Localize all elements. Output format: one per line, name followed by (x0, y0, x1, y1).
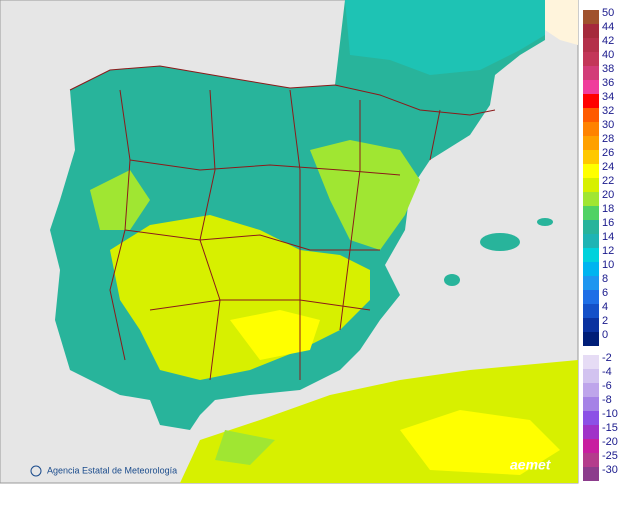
sea-area (345, 0, 545, 75)
legend: 5044424038363432302826242220181614121086… (583, 7, 618, 481)
legend-swatch (583, 52, 599, 66)
hot-area (400, 410, 560, 475)
legend-label: 22 (602, 175, 614, 187)
legend-label: 2 (602, 315, 608, 327)
border (199, 89, 221, 381)
legend-label: 16 (602, 217, 614, 229)
legend-label: -8 (602, 394, 612, 406)
border (339, 100, 361, 331)
legend-label: 28 (602, 133, 614, 145)
legend-label: 14 (602, 231, 614, 243)
legend-swatch (583, 220, 599, 234)
legend-label: 34 (602, 91, 614, 103)
legend-swatch (583, 355, 599, 369)
legend-label: -4 (602, 366, 612, 378)
legend-label: -20 (602, 436, 618, 448)
legend-swatch (583, 439, 599, 453)
legend-swatch (583, 150, 599, 164)
legend-swatch (583, 10, 599, 24)
island (480, 233, 520, 251)
warm-area (215, 430, 275, 465)
legend-label: 4 (602, 301, 608, 313)
hot-area (230, 310, 320, 360)
legend-swatch (583, 318, 599, 332)
legend-label: 32 (602, 105, 614, 117)
legend-swatch (583, 304, 599, 318)
borders (69, 65, 496, 381)
border (149, 299, 371, 311)
legend-swatch (583, 206, 599, 220)
legend-label: 18 (602, 203, 614, 215)
legend-label: 44 (602, 21, 614, 33)
legend-label: 36 (602, 77, 614, 89)
legend-label: 10 (602, 259, 614, 271)
legend-label: 26 (602, 147, 614, 159)
legend-label: -30 (602, 464, 618, 476)
legend-swatch (583, 290, 599, 304)
legend-swatch (583, 383, 599, 397)
legend-label: 20 (602, 189, 614, 201)
legend-label: 50 (602, 7, 614, 19)
legend-swatch (583, 467, 599, 481)
legend-swatch (583, 248, 599, 262)
legend-label: 6 (602, 287, 608, 299)
legend-swatch (583, 332, 599, 346)
legend-swatch (583, 108, 599, 122)
warm-area (90, 170, 150, 230)
legend-label: 30 (602, 119, 614, 131)
legend-label: -2 (602, 352, 612, 364)
logo: aemet (510, 457, 552, 473)
credit-icon (30, 465, 42, 477)
france-land (545, 0, 578, 45)
legend-label: 12 (602, 245, 614, 257)
legend-label: 8 (602, 273, 608, 285)
legend-swatch (583, 234, 599, 248)
legend-label: 42 (602, 35, 614, 47)
legend-swatch (583, 80, 599, 94)
border (429, 109, 441, 161)
legend-swatch (583, 397, 599, 411)
border (289, 89, 301, 380)
legend-swatch (583, 94, 599, 108)
legend-label: -25 (602, 450, 618, 462)
legend-swatch (583, 276, 599, 290)
legend-swatch (583, 164, 599, 178)
legend-swatch (583, 38, 599, 52)
legend-swatch (583, 425, 599, 439)
credit: Agencia Estatal de Meteorología (47, 465, 177, 475)
legend-label: 0 (602, 329, 608, 341)
warm-area (310, 140, 420, 250)
island (444, 274, 460, 286)
border (124, 229, 380, 251)
legend-label: -6 (602, 380, 612, 392)
legend-swatch (583, 192, 599, 206)
legend-swatch (583, 411, 599, 425)
map: Agencia Estatal de Meteorología aemet (0, 0, 579, 484)
legend-swatch (583, 453, 599, 467)
legend-swatch (583, 369, 599, 383)
legend-swatch (583, 122, 599, 136)
island (537, 218, 553, 226)
legend-label: 38 (602, 63, 614, 75)
legend-swatch (583, 66, 599, 80)
legend-label: 40 (602, 49, 614, 61)
legend-label: 24 (602, 161, 614, 173)
legend-label: -10 (602, 408, 618, 420)
legend-swatch (583, 136, 599, 150)
legend-swatch (583, 262, 599, 276)
coast-border (69, 65, 496, 116)
legend-swatch (583, 24, 599, 38)
legend-label: -15 (602, 422, 618, 434)
legend-swatch (583, 178, 599, 192)
